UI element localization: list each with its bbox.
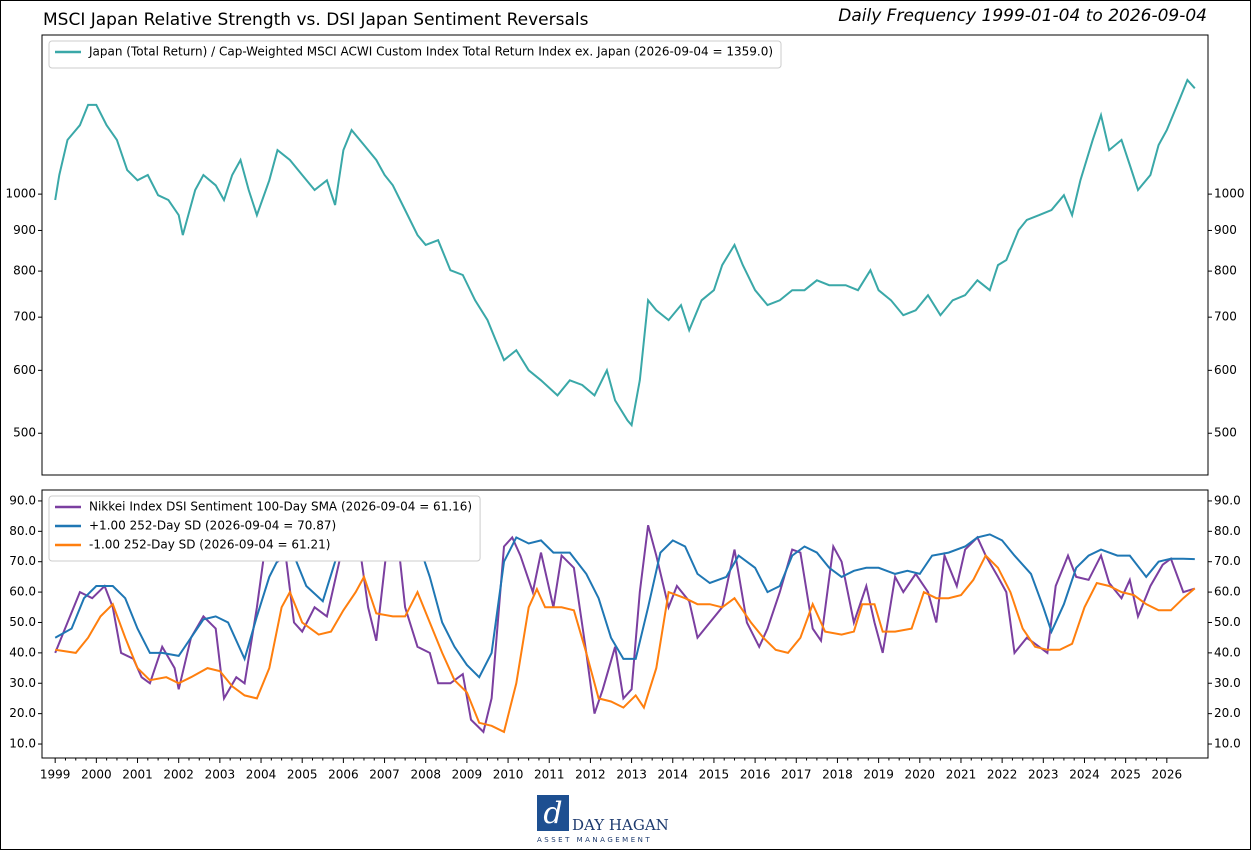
y-tick-label: 30.0 [9,676,36,690]
y-tick-label: 500 [13,426,36,440]
x-tick-label: 2021 [946,768,977,782]
y-tick-label-right: 600 [1214,363,1237,377]
y-tick-label: 20.0 [9,706,36,720]
y-tick-label-right: 700 [1214,310,1237,324]
y-tick-label: 1000 [5,187,36,201]
series-line [54,516,1196,734]
legend-label: Japan (Total Return) / Cap-Weighted MSCI… [88,45,773,59]
y-tick-label: 80.0 [9,524,36,538]
y-tick-label: 40.0 [9,645,36,659]
x-tick-label: 2007 [369,768,400,782]
x-tick-label: 2017 [781,768,812,782]
legend-label: +1.00 252-Day SD (2026-09-04 = 70.87) [89,519,336,533]
x-tick-label: 2024 [1069,768,1100,782]
plot-frame [41,489,1209,759]
x-tick-label: 2004 [246,768,277,782]
y-tick-label: 90.0 [9,493,36,507]
legend-label: Nikkei Index DSI Sentiment 100-Day SMA (… [89,500,472,514]
y-tick-label-right: 900 [1214,223,1237,237]
legend: Japan (Total Return) / Cap-Weighted MSCI… [48,40,782,69]
y-tick-label-right: 50.0 [1214,615,1241,629]
series-line [54,78,1196,428]
y-tick-label: 60.0 [9,585,36,599]
y-tick-label: 600 [13,363,36,377]
x-tick-label: 2015 [699,768,730,782]
x-tick-label: 2005 [287,768,318,782]
x-tick-label: 2006 [328,768,359,782]
legend-box [48,40,782,69]
x-tick-label: 2011 [534,768,565,782]
y-tick-label-right: 70.0 [1214,554,1241,568]
x-tick-label: 2013 [616,768,647,782]
logo-letter: d [543,796,562,831]
y-tick-label-right: 60.0 [1214,585,1241,599]
x-tick-label: 2016 [740,768,771,782]
logo: d DAY HAGAN ASSET MANAGEMENT [537,795,669,844]
x-tick-label: 2018 [822,768,853,782]
x-tick-label: 2022 [987,768,1018,782]
logo-name: DAY HAGAN [572,816,669,834]
x-tick-label: 2014 [657,768,688,782]
x-tick-label: 2009 [452,768,483,782]
legend: Nikkei Index DSI Sentiment 100-Day SMA (… [48,495,481,562]
x-tick-label: 1999 [40,768,71,782]
y-tick-label-right: 500 [1214,426,1237,440]
figure-subtitle: Daily Frequency 1999-01-04 to 2026-09-04 [838,6,1207,26]
legend-box [48,495,481,562]
y-tick-label-right: 10.0 [1214,737,1241,751]
y-tick-label: 50.0 [9,615,36,629]
legend-label: -1.00 252-Day SD (2026-09-04 = 61.21) [89,538,330,552]
plot-frame [41,34,1209,476]
y-tick-label-right: 800 [1214,264,1237,278]
y-tick-label: 10.0 [9,737,36,751]
series-line [55,553,1196,734]
series-line [54,515,1195,679]
y-tick-label-right: 30.0 [1214,676,1241,690]
x-tick-label: 2026 [1152,768,1183,782]
y-tick-label: 70.0 [9,554,36,568]
x-tick-label: 2000 [81,768,112,782]
x-tick-label: 2025 [1110,768,1141,782]
x-tick-label: 2008 [410,768,441,782]
x-tick-label: 2001 [122,768,153,782]
x-tick-label: 2010 [493,768,524,782]
x-tick-label: 2023 [1028,768,1059,782]
x-tick-label: 2020 [905,768,936,782]
y-tick-label: 800 [13,264,36,278]
y-tick-label-right: 20.0 [1214,706,1241,720]
y-tick-label: 700 [13,310,36,324]
x-tick-label: 2019 [863,768,894,782]
y-tick-label-right: 40.0 [1214,645,1241,659]
y-tick-label-right: 90.0 [1214,493,1241,507]
x-tick-label: 2002 [163,768,194,782]
logo-mark [537,795,569,831]
figure-title: MSCI Japan Relative Strength vs. DSI Jap… [43,10,589,30]
y-tick-label-right: 80.0 [1214,524,1241,538]
x-tick-label: 2012 [575,768,606,782]
logo-tagline: ASSET MANAGEMENT [537,836,652,844]
x-tick-label: 2003 [205,768,236,782]
y-tick-label: 900 [13,223,36,237]
y-tick-label-right: 1000 [1214,187,1245,201]
